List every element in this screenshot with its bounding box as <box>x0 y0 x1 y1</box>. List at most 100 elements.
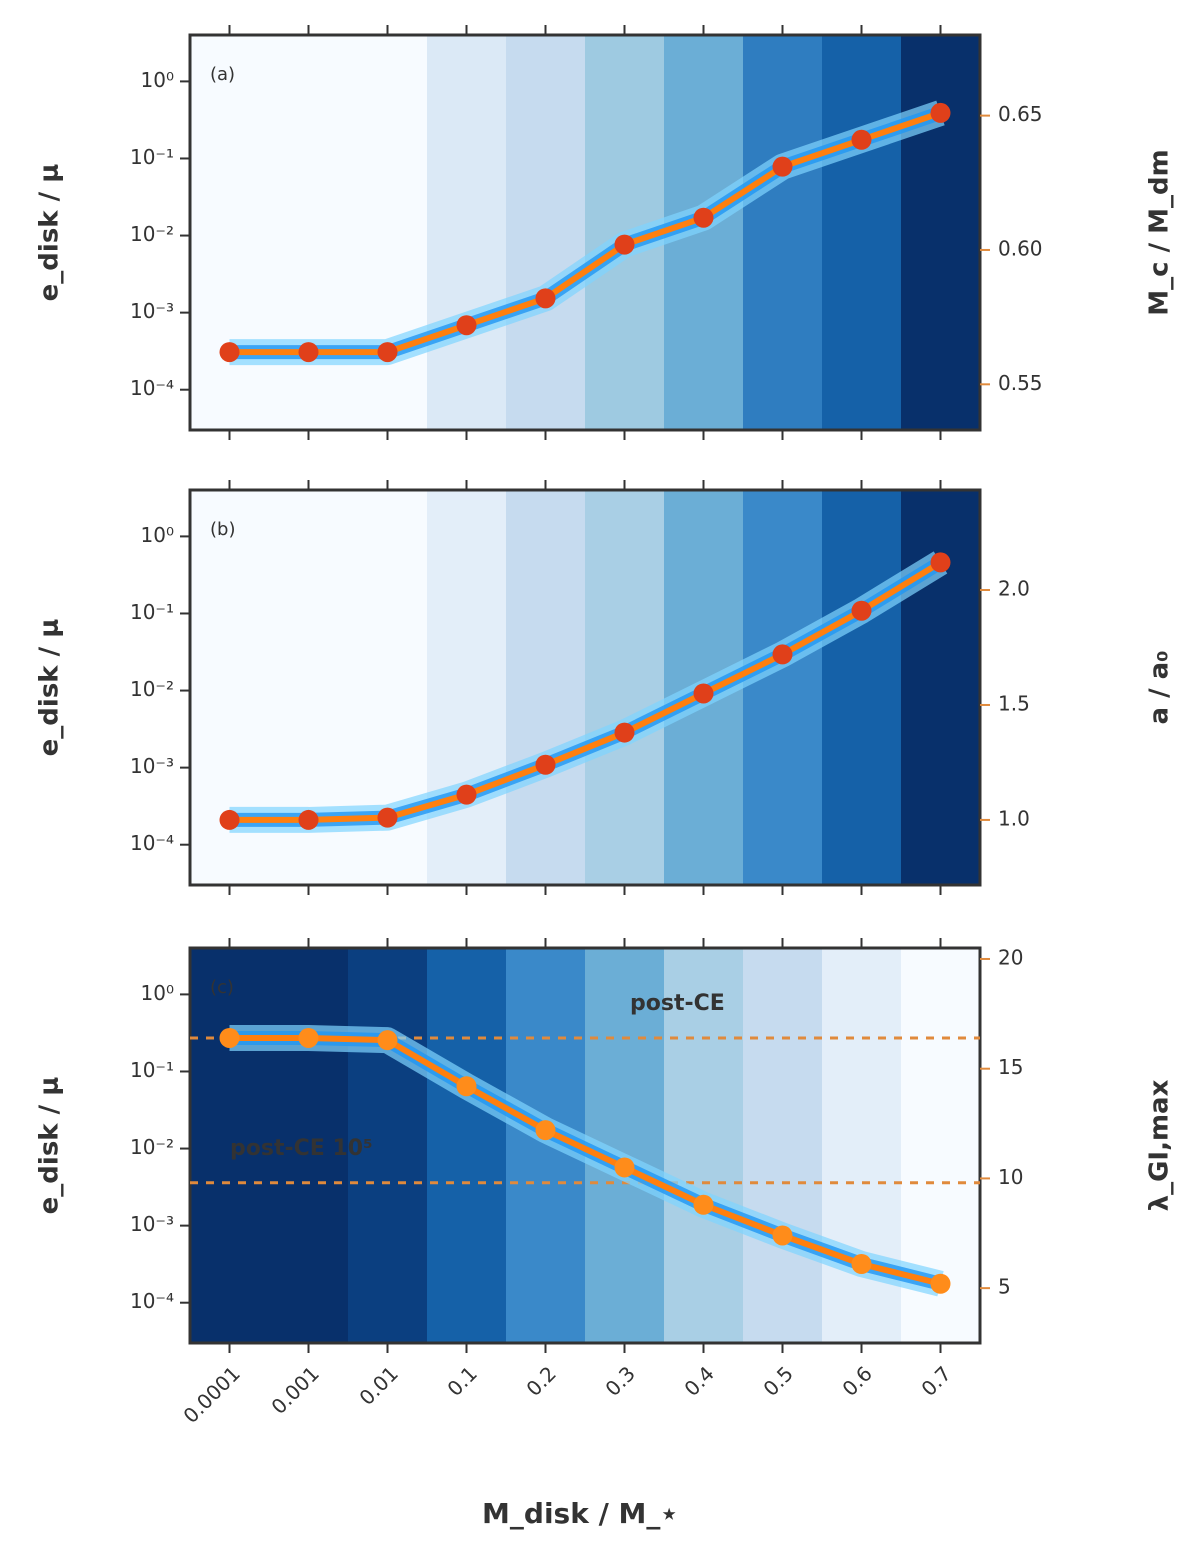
x-tick-label: 0.3 <box>600 1361 639 1400</box>
y-tick-label: 10⁻³ <box>130 299 174 323</box>
marker <box>772 644 793 665</box>
marker <box>693 207 714 228</box>
marker <box>377 1030 398 1051</box>
marker <box>930 552 951 573</box>
y-tick-label: 10⁻¹ <box>130 145 174 169</box>
marker <box>219 342 240 363</box>
marker <box>614 234 635 255</box>
marker <box>851 129 872 150</box>
y-tick-label: 10⁻³ <box>130 1212 174 1236</box>
x-tick-label: 0.0001 <box>178 1361 244 1427</box>
heat-band <box>427 948 507 1343</box>
x-tick-label: 0.1 <box>442 1361 481 1400</box>
y2-tick-label: 15 <box>998 1055 1023 1079</box>
y2-tick-label: 20 <box>998 945 1023 969</box>
y-tick-label: 10⁰ <box>141 68 174 92</box>
y-tick-label: 10⁰ <box>141 523 174 547</box>
heat-band <box>269 35 349 430</box>
marker <box>851 600 872 621</box>
marker <box>298 342 319 363</box>
heat-band <box>427 490 507 885</box>
x-tick-label: 0.2 <box>521 1361 560 1400</box>
heat-band <box>506 35 586 430</box>
plot-frame <box>188 488 982 887</box>
y-tick-label: 10⁻¹ <box>130 1058 174 1082</box>
heat-band <box>190 948 270 1343</box>
y2-axis-label: M_c / M_dm <box>1145 149 1175 315</box>
y2-tick-label: 10 <box>998 1165 1023 1189</box>
x-tick-label: 0.7 <box>916 1361 955 1400</box>
x-tick-label: 0.5 <box>758 1361 797 1400</box>
y2-tick-label: 2.0 <box>998 577 1030 601</box>
heat-band <box>901 490 981 885</box>
y2-tick-label: 0.60 <box>998 236 1043 260</box>
x-tick-label: 0.6 <box>837 1361 876 1400</box>
marker <box>693 683 714 704</box>
plot-frame <box>188 946 982 1345</box>
y-axis-label: e_disk / μ <box>35 619 65 757</box>
heat-band <box>427 35 507 430</box>
marker <box>614 722 635 743</box>
marker <box>298 809 319 830</box>
heat-band <box>585 490 665 885</box>
heat-band <box>269 948 349 1343</box>
marker <box>851 1254 872 1274</box>
x-tick-label: 0.001 <box>266 1361 323 1418</box>
y2-axis-label: λ_GI,max <box>1145 1079 1175 1211</box>
heat-band <box>743 35 823 430</box>
y2-axis-label: a / a₀ <box>1145 650 1175 724</box>
marker <box>535 288 556 309</box>
y2-tick-label: 1.5 <box>998 691 1030 715</box>
panel-label: (c) <box>210 977 234 998</box>
marker <box>535 754 556 775</box>
y-tick-label: 10⁰ <box>141 981 174 1005</box>
plot-frame <box>188 33 982 432</box>
y-tick-label: 10⁻⁴ <box>130 1289 174 1313</box>
y-axis-label: e_disk / μ <box>35 1077 65 1215</box>
marker <box>377 342 398 363</box>
x-axis-label: M_disk / M_⋆ <box>482 1497 678 1530</box>
marker <box>930 1273 951 1294</box>
marker <box>930 102 951 123</box>
y-tick-label: 10⁻¹ <box>130 600 174 624</box>
data-line <box>229 110 942 356</box>
y2-tick-label: 1.0 <box>998 806 1030 830</box>
panel-label: (b) <box>210 519 235 540</box>
marker <box>377 807 398 828</box>
heat-band <box>190 35 270 430</box>
data-line <box>229 559 943 823</box>
heat-band <box>743 948 823 1343</box>
y2-tick-label: 0.65 <box>998 102 1043 126</box>
y2-tick-label: 0.55 <box>998 371 1043 395</box>
marker <box>456 315 477 336</box>
data-line <box>229 1034 942 1287</box>
marker <box>772 156 793 177</box>
reference-label: post-CE 10⁵ <box>230 1136 373 1161</box>
marker <box>298 1027 319 1048</box>
heat-band <box>348 35 428 430</box>
heat-band <box>901 35 981 430</box>
marker <box>456 784 477 805</box>
reference-label: post-CE <box>630 991 725 1016</box>
heat-band <box>822 35 902 430</box>
y-tick-label: 10⁻⁴ <box>130 831 174 855</box>
heat-band <box>348 948 428 1343</box>
marker <box>693 1194 714 1215</box>
y-tick-label: 10⁻⁴ <box>130 376 174 400</box>
x-tick-label: 0.4 <box>679 1361 718 1400</box>
panel-label: (a) <box>210 64 235 85</box>
marker <box>219 1027 240 1048</box>
marker <box>456 1076 477 1097</box>
marker <box>772 1225 793 1246</box>
y-axis-label: e_disk / μ <box>35 164 65 302</box>
y-tick-label: 10⁻² <box>130 1135 174 1159</box>
heat-band <box>664 948 744 1343</box>
heat-band <box>822 490 902 885</box>
y2-tick-label: 5 <box>998 1275 1011 1299</box>
y-tick-label: 10⁻³ <box>130 754 174 778</box>
marker <box>614 1157 635 1178</box>
marker <box>535 1120 556 1141</box>
y-tick-label: 10⁻² <box>130 677 174 701</box>
y-tick-label: 10⁻² <box>130 222 174 246</box>
